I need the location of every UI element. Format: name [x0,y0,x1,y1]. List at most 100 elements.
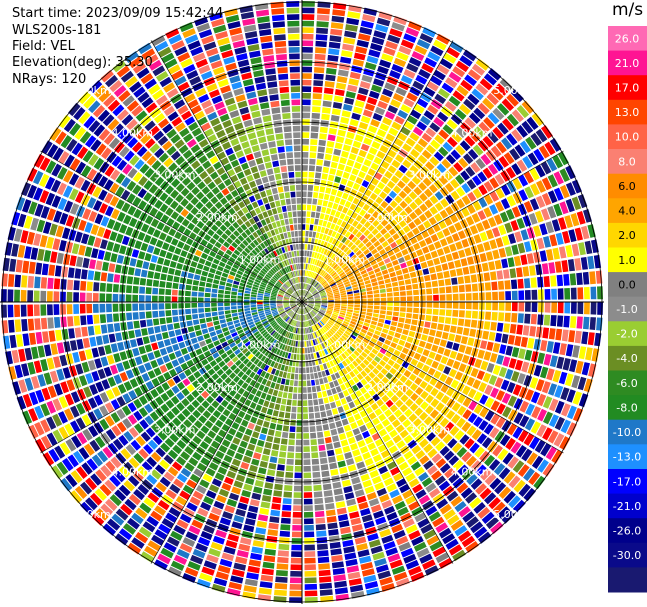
ppi-gate [303,308,305,314]
ppi-gate [292,518,302,525]
ppi-gate [308,264,312,271]
ppi-gate [40,403,51,417]
ppi-gate [521,100,535,114]
ppi-gate [224,294,231,299]
ppi-gate [225,433,234,442]
ppi-gate [311,288,316,294]
ppi-gate [387,306,393,311]
ppi-gate [426,535,440,546]
ppi-gate [315,47,327,54]
ppi-gate [127,414,138,425]
ppi-gate [324,315,330,320]
ppi-gate [254,318,260,323]
ppi-gate [482,330,490,340]
ppi-gate [168,507,181,518]
ppi-gate [201,358,209,366]
ppi-gate [393,138,404,147]
ppi-gate [348,4,362,13]
ppi-gate [302,341,305,347]
ppi-gate [205,282,212,288]
ppi-gate [247,44,260,52]
ppi-gate [313,307,320,311]
ppi-gate [204,307,211,313]
ppi-gate [412,126,424,137]
ppi-gate [286,14,300,21]
ppi-gate [395,389,404,398]
ppi-gate [513,479,526,493]
ppi-gate [224,306,231,311]
ppi-gate [407,456,418,466]
ppi-gate [278,73,289,80]
ppi-gate [147,327,155,335]
ppi-gate [302,250,305,257]
ppi-gate [355,214,363,222]
ppi-gate [413,307,419,314]
ppi-gate [272,289,278,293]
ppi-gate [396,478,407,488]
ppi-gate [232,221,240,229]
ppi-gate [438,557,453,569]
ppi-gate [302,289,304,296]
ppi-gate [310,244,314,251]
ppi-gate [294,152,301,158]
ppi-gate [53,210,63,223]
ppi-gate [158,303,165,310]
ppi-gate [102,261,109,272]
ppi-gate [521,120,534,134]
ppi-gate [355,176,363,185]
ppi-gate [180,208,189,218]
ppi-gate [297,270,299,277]
ppi-gate [529,377,539,389]
ppi-gate [160,547,174,559]
ppi-gate [400,384,409,393]
ppi-gate [484,410,495,422]
ppi-gate [302,298,307,302]
ppi-gate [274,403,281,411]
ppi-gate [270,100,280,108]
ppi-gate [306,277,309,283]
ppi-gate [221,272,229,278]
ppi-gate [73,450,85,464]
ppi-gate [312,106,321,113]
ppi-gate [439,503,452,515]
ppi-gate [314,332,318,338]
ppi-gate [294,291,299,297]
ppi-gate [69,340,78,351]
ppi-gate [343,320,350,325]
ppi-gate [259,142,268,150]
ppi-gate [15,196,26,211]
ppi-gate [87,397,98,409]
ppi-gate [182,573,197,583]
ppi-gate [167,378,176,388]
ppi-gate [273,275,279,280]
ppi-gate [69,158,81,171]
ppi-gate [251,289,258,293]
ppi-gate [404,379,413,388]
ppi-gate [327,375,333,382]
ppi-gate [437,88,450,99]
ppi-gate [82,337,91,349]
ppi-gate [49,223,58,236]
ppi-gate [178,309,185,315]
ppi-gate [346,458,355,466]
ppi-gate [350,517,362,526]
ppi-gate [133,277,140,285]
ppi-gate [182,149,193,160]
ppi-gate [294,320,297,327]
ppi-gate [314,304,321,307]
ppi-gate [37,248,45,261]
ppi-gate [123,461,135,474]
ppi-gate [206,322,214,328]
ppi-gate [478,420,489,431]
ppi-gate [96,226,106,238]
ppi-gate [326,61,338,69]
ppi-gate [173,478,184,489]
ppi-gate [464,346,473,355]
ppi-gate [552,370,562,383]
ppi-gate [287,325,292,332]
ppi-gate [150,255,158,263]
ppi-gate [242,591,256,600]
ppi-gate [299,308,301,314]
ppi-gate [363,137,373,146]
ppi-gate [517,464,530,477]
